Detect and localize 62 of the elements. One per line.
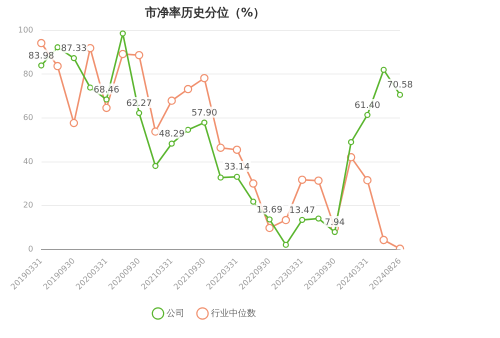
point [218,174,224,181]
chart-title: 市净率历史分位（%） [144,5,266,20]
data-label: 61.40 [354,100,381,111]
data-label: 33.14 [224,162,250,173]
point [232,146,242,154]
data-label: 62.27 [126,98,152,109]
point [87,84,94,91]
point [315,215,322,222]
data-label: 70.58 [387,80,414,91]
data-label: 48.29 [158,130,185,140]
point [201,120,208,126]
point [168,96,176,105]
point [363,176,372,184]
point [379,236,388,244]
point [184,84,192,94]
y-tick-label: 100 [18,25,34,34]
y-tick-label: 40 [23,156,34,166]
point [102,104,111,112]
legend-label: 公司 [166,308,184,319]
legend-label: 行业中位数 [211,308,256,319]
point [249,179,258,188]
point [299,216,306,224]
point [118,50,127,58]
point [396,92,404,98]
point [54,44,61,50]
point [103,96,110,103]
y-tick-label: 0 [28,244,34,254]
point [134,50,144,60]
point [37,38,46,48]
point [282,242,289,248]
point [250,198,256,205]
point [70,55,77,62]
point [348,139,354,146]
point [364,112,370,118]
y-tick-label: 80 [23,69,34,78]
data-label: 87.33 [61,44,87,54]
data-label: 13.47 [289,206,316,216]
y-tick-label: 60 [23,113,34,122]
point [266,216,273,223]
point [70,118,78,128]
data-label: 7.94 [324,218,346,228]
y-tick-label: 20 [23,200,34,210]
data-label: 83.98 [28,51,54,62]
data-label: 13.69 [256,205,283,216]
point [234,174,240,180]
point [332,228,338,236]
point [380,66,387,73]
point [136,110,142,116]
point [184,126,192,133]
point [298,176,306,184]
point [152,162,159,170]
point [282,216,290,224]
point [200,74,209,82]
data-label: 68.46 [94,85,120,96]
point [168,140,175,147]
point [38,62,44,69]
point [216,144,225,152]
point [314,176,323,185]
point [120,30,126,37]
data-label: 57.90 [191,108,218,118]
point [53,62,62,70]
point [265,224,274,232]
